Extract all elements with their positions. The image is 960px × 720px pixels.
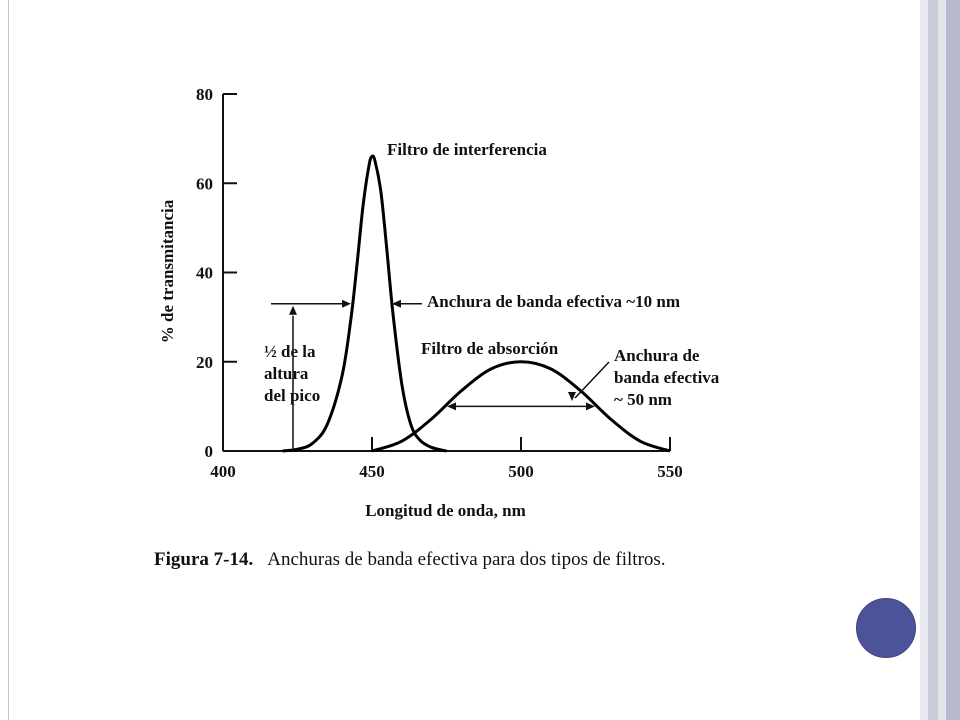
y-tick-label: 60 <box>196 174 213 193</box>
slide-frame <box>8 0 922 720</box>
x-tick-label: 400 <box>210 462 236 481</box>
y-tick-label: 40 <box>196 264 213 283</box>
chart-labels: Filtro de interferencia Anchura de banda … <box>264 140 720 409</box>
chart-curves <box>282 154 671 453</box>
interference-width-text: Anchura de banda efectiva ~10 nm <box>427 292 680 311</box>
bandwidth-pointer-arrowhead <box>392 299 401 308</box>
figure-caption: Figura 7-14. Anchuras de banda efectiva p… <box>154 548 744 572</box>
interference-filter-curve <box>282 154 447 453</box>
x-tick-label: 500 <box>508 462 534 481</box>
absorption-width-text: ~ 50 nm <box>614 390 672 409</box>
absorption-width-right-arrowhead <box>586 402 595 411</box>
chart-axes: 0 20 40 60 80 400 450 500 550 Longitud de onda, n… <box>158 85 683 520</box>
absorption-filter-curve <box>371 360 671 453</box>
slide-edge-band <box>920 0 928 720</box>
absorption-width-text: Anchura de <box>614 346 700 365</box>
absorption-width-left-arrowhead <box>447 402 456 411</box>
chart-markers <box>271 299 610 451</box>
x-tick-label: 550 <box>657 462 683 481</box>
decorative-dot <box>856 598 916 658</box>
y-tick-label: 20 <box>196 353 213 372</box>
absorption-label-text: Filtro de absorción <box>421 339 559 358</box>
absorption-width-text: banda efectiva <box>614 368 720 387</box>
x-tick-label: 450 <box>359 462 385 481</box>
caption-text: Anchuras de banda efectiva para dos tipo… <box>267 549 666 570</box>
half-height-up-arrowhead <box>289 305 297 315</box>
slide-edge-band <box>938 0 946 720</box>
caption-label: Figura 7-14. <box>154 549 254 570</box>
half-height-arrowhead <box>342 299 351 308</box>
interference-label-text: Filtro de interferencia <box>387 140 547 159</box>
y-axis-title: % de transmitancia <box>158 199 177 343</box>
slide-edge-band <box>946 0 960 720</box>
absorption-pointer-arrowhead <box>568 392 576 401</box>
x-axis-title: Longitud de onda, nm <box>365 501 526 520</box>
half-height-text: del pico <box>264 386 320 405</box>
y-tick-label: 80 <box>196 85 213 104</box>
y-tick-label: 0 <box>205 442 214 461</box>
half-height-text: altura <box>264 364 309 383</box>
slide-edge-band <box>928 0 938 720</box>
absorption-pointer-line <box>574 361 610 399</box>
half-height-text: ½ de la <box>264 342 316 361</box>
